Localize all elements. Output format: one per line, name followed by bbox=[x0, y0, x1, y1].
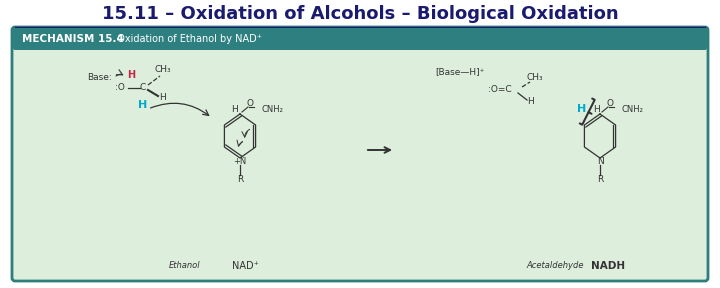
Text: Acetaldehyde: Acetaldehyde bbox=[526, 262, 584, 270]
Text: H: H bbox=[127, 70, 135, 80]
Text: CNH₂: CNH₂ bbox=[261, 105, 283, 113]
Text: [Base—H]⁺: [Base—H]⁺ bbox=[436, 67, 485, 77]
Text: R: R bbox=[597, 175, 603, 185]
Text: H: H bbox=[158, 94, 166, 103]
Text: 15.11 – Oxidation of Alcohols – Biological Oxidation: 15.11 – Oxidation of Alcohols – Biologic… bbox=[102, 5, 618, 23]
Text: H: H bbox=[528, 98, 534, 107]
Text: Base:: Base: bbox=[87, 73, 112, 82]
Text: CH₃: CH₃ bbox=[155, 65, 171, 75]
Text: +N̈: +N̈ bbox=[233, 156, 247, 166]
Text: O: O bbox=[606, 99, 613, 109]
Text: N̈: N̈ bbox=[597, 156, 603, 166]
FancyBboxPatch shape bbox=[12, 27, 708, 281]
Text: R: R bbox=[237, 175, 243, 185]
Text: NADH: NADH bbox=[591, 261, 625, 271]
Text: O: O bbox=[246, 99, 253, 109]
Text: Oxidation of Ethanol by NAD⁺: Oxidation of Ethanol by NAD⁺ bbox=[111, 34, 262, 44]
FancyBboxPatch shape bbox=[13, 28, 707, 50]
Text: H: H bbox=[232, 105, 238, 113]
Text: H: H bbox=[577, 104, 587, 114]
Text: H: H bbox=[593, 105, 599, 113]
Text: CNH₂: CNH₂ bbox=[621, 105, 643, 113]
Text: C: C bbox=[140, 84, 146, 92]
Text: :O=C: :O=C bbox=[488, 86, 512, 94]
Text: H: H bbox=[138, 100, 148, 110]
Text: CH₃: CH₃ bbox=[527, 73, 544, 82]
Text: :O: :O bbox=[115, 84, 125, 92]
Text: Ethanol: Ethanol bbox=[169, 262, 201, 270]
Text: MECHANISM 15.4: MECHANISM 15.4 bbox=[22, 34, 124, 44]
Text: NAD⁺: NAD⁺ bbox=[232, 261, 258, 271]
